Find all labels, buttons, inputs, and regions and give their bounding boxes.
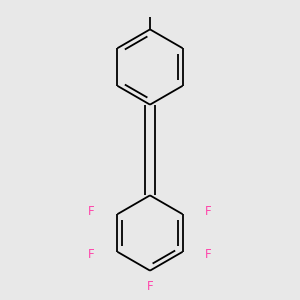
Text: F: F xyxy=(88,248,95,261)
Text: F: F xyxy=(205,248,211,261)
Text: F: F xyxy=(147,280,153,293)
Text: F: F xyxy=(88,205,95,218)
Text: F: F xyxy=(205,205,211,218)
